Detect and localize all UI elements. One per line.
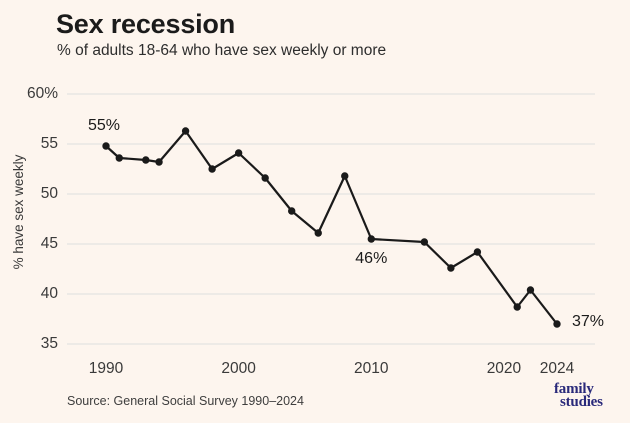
ifs-logo-line1: family	[554, 381, 594, 397]
data-point	[420, 238, 429, 246]
data-point	[526, 286, 535, 294]
data-point	[367, 235, 375, 243]
ifs-logo-line2: studies	[560, 394, 603, 410]
data-point	[553, 320, 561, 328]
data-point	[447, 264, 455, 272]
x-tick-label: 2020	[486, 360, 522, 377]
x-tick-label: 1990	[88, 360, 124, 377]
y-axis-title: % have sex weekly	[11, 154, 26, 270]
data-point	[142, 156, 150, 164]
y-tick-label: 40	[40, 285, 58, 302]
data-point	[261, 174, 269, 182]
data-point	[208, 165, 216, 173]
data-point	[314, 229, 322, 237]
x-tick-label: 2024	[539, 360, 575, 377]
data-annotation: 37%	[571, 313, 605, 330]
data-point	[288, 207, 296, 215]
chart-subtitle: % of adults 18-64 who have sex weekly or…	[57, 42, 387, 59]
y-tick-label: 35	[40, 335, 58, 352]
data-annotation: 46%	[355, 250, 388, 267]
y-tick-label: 55	[40, 135, 58, 152]
y-tick-label: 50	[40, 185, 58, 202]
x-tick-label: 2000	[221, 360, 256, 377]
chart-title: Sex recession	[56, 9, 236, 39]
data-point	[513, 303, 521, 311]
data-point	[102, 142, 110, 150]
data-annotation: 55%	[87, 117, 121, 134]
data-point	[155, 158, 163, 166]
ifs-logo: family studies	[554, 381, 603, 410]
data-point	[181, 127, 190, 135]
data-point	[473, 248, 482, 256]
source-note: Source: General Social Survey 1990–2024	[67, 394, 304, 408]
trend-line	[105, 129, 558, 325]
x-tick-label: 2010	[354, 360, 389, 377]
data-point	[341, 172, 349, 180]
data-point	[115, 154, 123, 162]
data-point	[234, 149, 243, 157]
y-tick-label: 45	[40, 235, 58, 252]
y-tick-label: 60%	[26, 85, 58, 102]
